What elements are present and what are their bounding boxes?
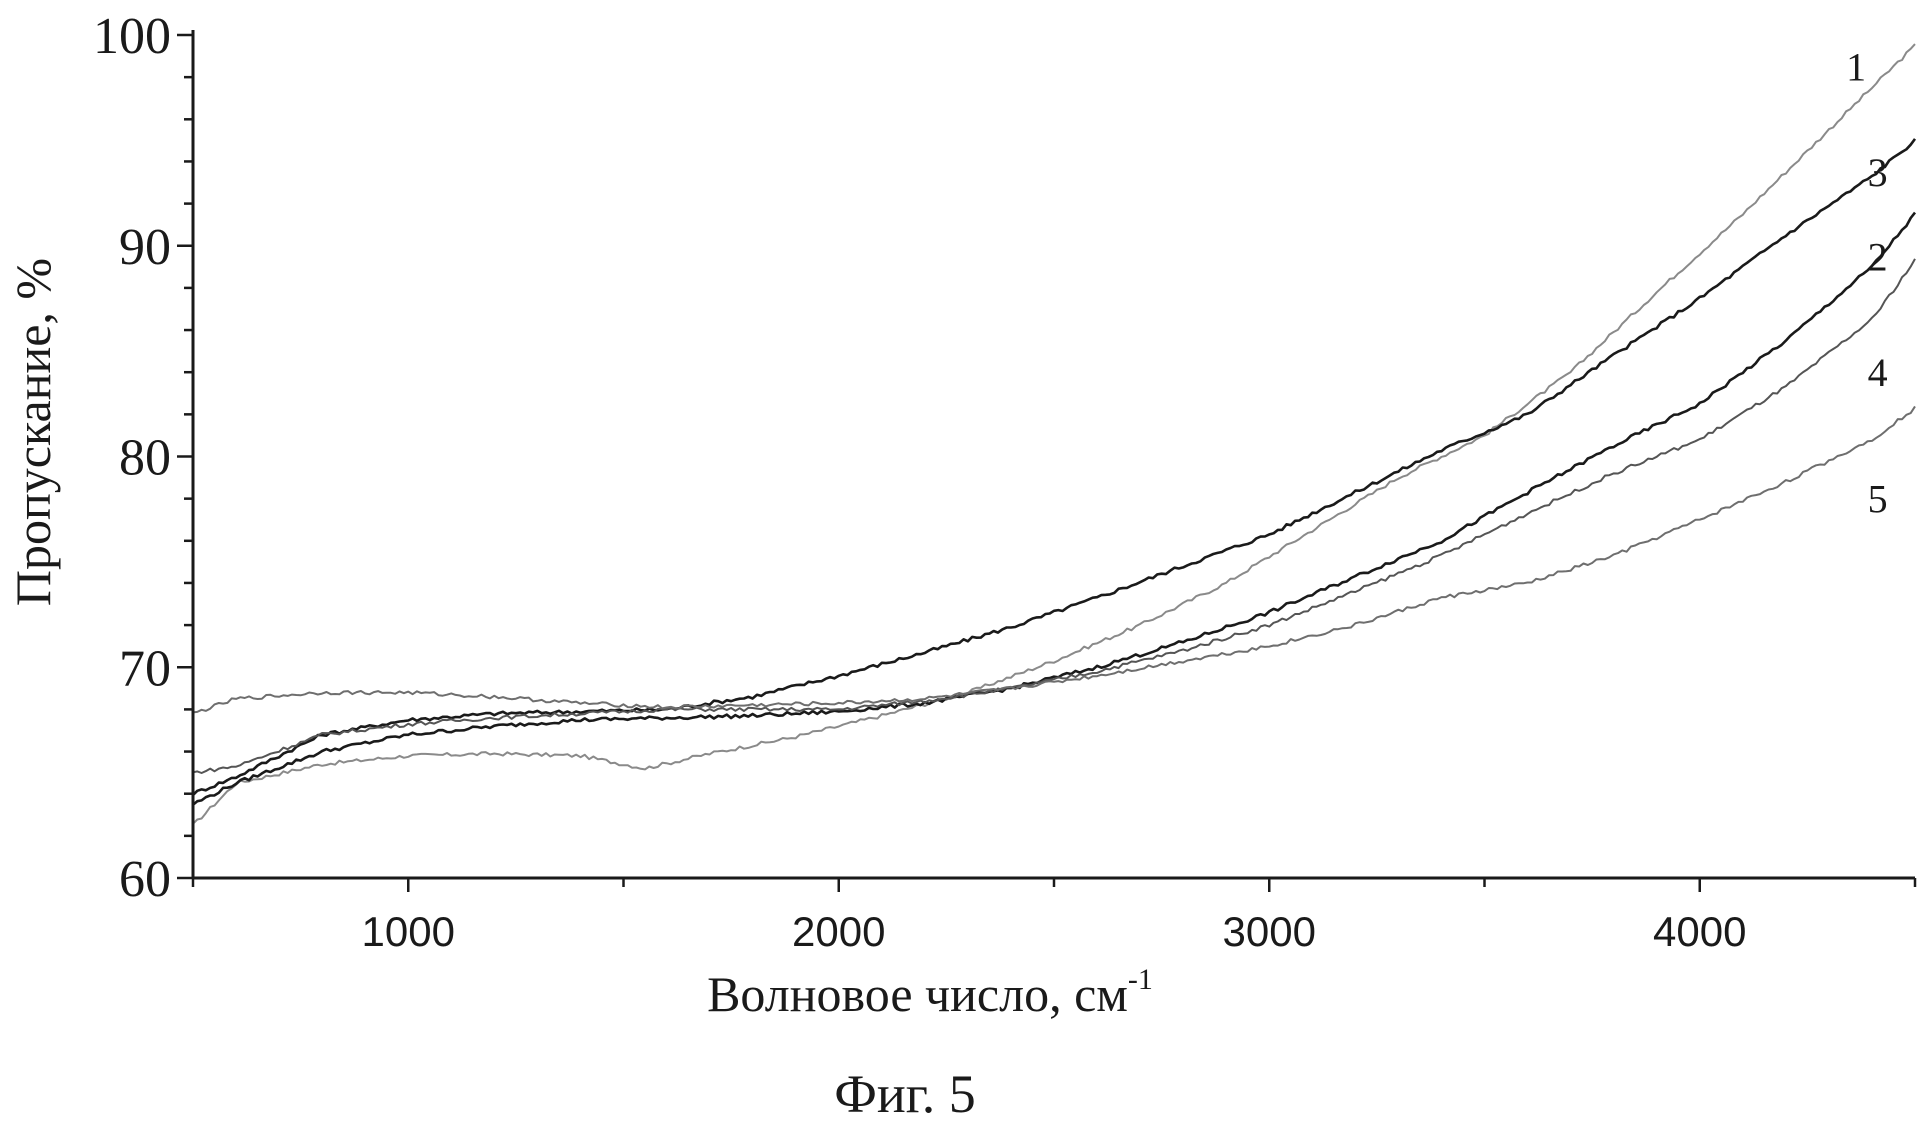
x-tick-label: 4000 bbox=[1653, 908, 1746, 955]
series-layer bbox=[192, 43, 1917, 825]
curve-label-3: 3 bbox=[1868, 150, 1888, 195]
figure-caption: Фиг. 5 bbox=[834, 1064, 976, 1124]
axes-layer: 60 70 80 90 100 1000 2000 3000 4000 bbox=[93, 8, 1917, 955]
x-tick-label: 1000 bbox=[362, 908, 455, 955]
y-tick-label: 80 bbox=[119, 430, 171, 487]
curve-label-1: 1 bbox=[1846, 45, 1866, 90]
series-line-4 bbox=[192, 258, 1916, 774]
y-tick-label: 90 bbox=[119, 219, 171, 276]
x-tick-label: 2000 bbox=[792, 908, 885, 955]
x-axis-title: Волновое число, см-1 bbox=[707, 963, 1153, 1022]
series-line-3 bbox=[192, 138, 1917, 797]
series-line-2 bbox=[192, 211, 1917, 806]
y-axis-title: Пропускание, % bbox=[5, 258, 61, 606]
y-tick-label: 60 bbox=[119, 851, 171, 908]
x-axis-title-text: Волновое число, см bbox=[707, 966, 1128, 1022]
curve-label-5: 5 bbox=[1868, 477, 1888, 522]
y-tick-label: 70 bbox=[119, 640, 171, 697]
curve-label-2: 2 bbox=[1868, 234, 1888, 279]
curve-label-4: 4 bbox=[1868, 350, 1888, 395]
series-line-1 bbox=[192, 43, 1916, 825]
x-tick-label: 3000 bbox=[1223, 908, 1316, 955]
series-line-5 bbox=[192, 405, 1916, 714]
y-tick-label: 100 bbox=[93, 8, 171, 65]
labels-layer: 1 3 2 4 5 bbox=[1846, 45, 1888, 522]
x-axis-title-superscript: -1 bbox=[1128, 963, 1153, 996]
